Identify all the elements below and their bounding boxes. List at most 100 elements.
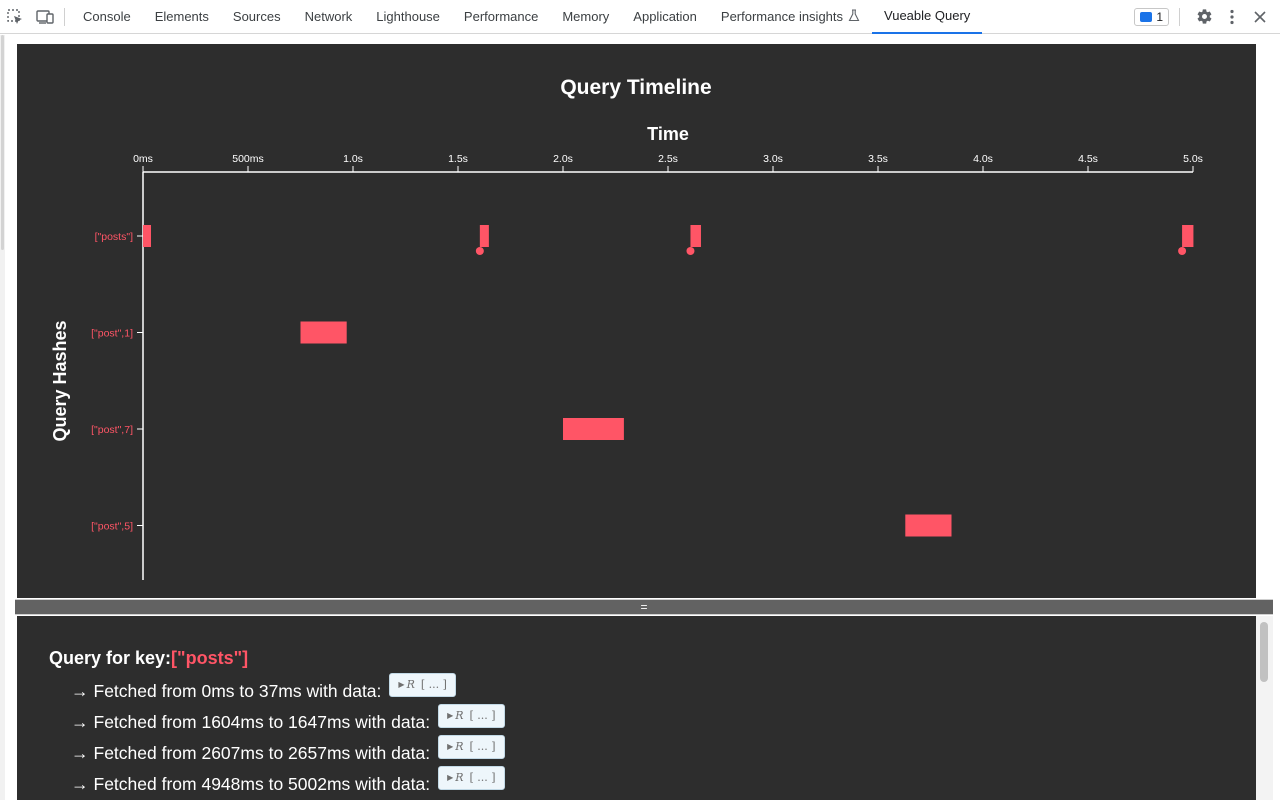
settings-gear-icon[interactable] <box>1190 3 1218 31</box>
message-icon <box>1140 11 1153 22</box>
arrow-right-icon: → <box>71 712 89 732</box>
tab-memory[interactable]: Memory <box>550 0 621 34</box>
y-axis-label: Query Hashes <box>50 320 70 441</box>
y-tick-label: ["posts"] <box>95 231 133 243</box>
expand-triangle-icon: ▶ <box>447 773 454 782</box>
fetch-list: → Fetched from 0ms to 37ms with data: ▶ R… <box>49 672 1256 800</box>
x-tick-label: 4.0s <box>973 153 993 165</box>
tab-sources[interactable]: Sources <box>221 0 293 34</box>
x-tick-label: 1.5s <box>448 153 468 165</box>
chip-value: [ ... ] <box>469 771 496 784</box>
timeline-bar <box>479 225 489 247</box>
x-tick-label: 0ms <box>133 153 153 165</box>
close-icon[interactable] <box>1246 3 1274 31</box>
toolbar-divider <box>64 7 65 26</box>
tab-performance[interactable]: Performance <box>452 0 550 34</box>
expand-triangle-icon: ▶ <box>447 711 454 720</box>
y-tick-label: ["post",1] <box>91 328 133 340</box>
data-inspector-chip[interactable]: ▶ R [ ... ] <box>389 672 456 697</box>
x-axis-label: Time <box>647 124 689 144</box>
toolbar-right: 1 <box>1134 0 1280 34</box>
x-tick-label: 500ms <box>232 153 264 165</box>
tab-elements[interactable]: Elements <box>143 0 221 34</box>
tab-label: Console <box>83 9 131 24</box>
chip-name: R <box>406 678 415 691</box>
arrow-right-icon: → <box>71 774 89 794</box>
fetch-row: → Fetched from 4948ms to 5002ms with dat… <box>71 765 1256 800</box>
fetch-text: Fetched from 0ms to 37ms with data: <box>93 681 382 701</box>
more-options-icon[interactable] <box>1218 3 1246 31</box>
chip-name: R <box>455 709 464 722</box>
x-tick-label: 3.0s <box>763 153 783 165</box>
timeline-bar <box>300 321 347 344</box>
y-tick-label: ["post",7] <box>91 424 133 436</box>
panel-splitter[interactable]: = <box>15 599 1273 615</box>
data-inspector-chip[interactable]: ▶ R [ ... ] <box>438 703 505 728</box>
y-tick-label: ["post",5] <box>91 521 133 533</box>
expand-triangle-icon: ▶ <box>398 680 405 689</box>
x-tick-label: 2.0s <box>553 153 573 165</box>
tab-label: Application <box>633 9 697 24</box>
data-inspector-chip[interactable]: ▶ R [ ... ] <box>438 734 505 759</box>
details-scrollbar[interactable] <box>1256 616 1273 800</box>
arrow-right-icon: → <box>71 681 89 701</box>
tab-label: Performance insights <box>720 9 844 24</box>
toolbar-divider <box>1179 7 1180 26</box>
fetch-marker <box>475 247 484 255</box>
tab-console[interactable]: Console <box>71 0 143 34</box>
timeline-bar <box>905 514 952 537</box>
fetch-row: → Fetched from 1604ms to 1647ms with dat… <box>71 703 1256 738</box>
tab-application[interactable]: Application <box>621 0 709 34</box>
fetch-text: Fetched from 1604ms to 1647ms with data: <box>93 712 431 732</box>
fetch-row: → Fetched from 0ms to 37ms with data: ▶ R… <box>71 672 1256 707</box>
tab-label: Memory <box>562 9 610 24</box>
x-tick-label: 4.5s <box>1078 153 1098 165</box>
timeline-bar <box>1182 225 1194 247</box>
device-toolbar-icon[interactable] <box>30 0 60 34</box>
arrow-right-icon: → <box>71 743 89 763</box>
query-key: ["posts"] <box>171 647 249 668</box>
tab-network[interactable]: Network <box>293 0 365 34</box>
left-scrollbar[interactable] <box>0 35 5 800</box>
issues-badge[interactable]: 1 <box>1134 7 1169 26</box>
tab-label: Sources <box>232 9 281 24</box>
issues-count: 1 <box>1156 9 1163 24</box>
scrollbar-thumb[interactable] <box>1260 622 1268 682</box>
chip-name: R <box>455 740 464 753</box>
fetch-marker <box>1178 247 1187 255</box>
fetch-row: → Fetched from 2607ms to 2657ms with dat… <box>71 734 1256 769</box>
inspect-element-icon[interactable] <box>0 0 30 34</box>
tab-vueable-query[interactable]: Vueable Query <box>872 0 983 34</box>
tab-label: Network <box>304 9 353 24</box>
splitter-handle: = <box>640 600 648 614</box>
tab-label: Lighthouse <box>376 9 440 24</box>
vueable-query-panel: Query Timeline Time Query Hashes 0ms 500m… <box>0 35 1280 800</box>
axes-layer: 0ms 500ms 1.0s 1.5s 2.0s 2.5s 3.0s 3.5s 4.0s 4.5s… <box>91 153 1203 580</box>
tab-performance-insights[interactable]: Performance insights <box>709 0 872 34</box>
flask-icon <box>848 8 860 25</box>
panel-tabs: Console Elements Sources Network Lightho… <box>71 0 983 34</box>
x-tick-label: 3.5s <box>868 153 888 165</box>
timeline-bar <box>563 418 624 440</box>
fetch-text: Fetched from 4948ms to 5002ms with data: <box>93 774 431 794</box>
chip-value: [ ... ] <box>420 678 447 691</box>
tab-label: Performance <box>463 9 539 24</box>
devtools-tab-bar: Console Elements Sources Network Lightho… <box>0 0 1280 34</box>
x-tick-label: 5.0s <box>1183 153 1203 165</box>
chart-title: Query Timeline <box>560 76 711 99</box>
timeline-bar <box>143 225 151 247</box>
expand-triangle-icon: ▶ <box>447 742 454 751</box>
data-inspector-chip[interactable]: ▶ R [ ... ] <box>438 765 505 790</box>
tab-lighthouse[interactable]: Lighthouse <box>364 0 452 34</box>
scrollbar-thumb[interactable] <box>1 35 4 250</box>
query-timeline-chart: Query Timeline Time Query Hashes 0ms 500m… <box>17 44 1256 598</box>
timeline-svg: Query Timeline Time Query Hashes 0ms 500m… <box>50 76 1203 580</box>
fetch-text: Fetched from 2607ms to 2657ms with data: <box>93 743 431 763</box>
x-tick-label: 1.0s <box>343 153 363 165</box>
x-tick-label: 2.5s <box>658 153 678 165</box>
tab-label: Vueable Query <box>884 8 971 23</box>
chip-value: [ ... ] <box>469 709 496 722</box>
chip-value: [ ... ] <box>469 740 496 753</box>
query-heading: Query for key: ["posts"] <box>49 646 1256 670</box>
query-details: Query for key: ["posts"] → Fetched from 0… <box>17 616 1256 800</box>
